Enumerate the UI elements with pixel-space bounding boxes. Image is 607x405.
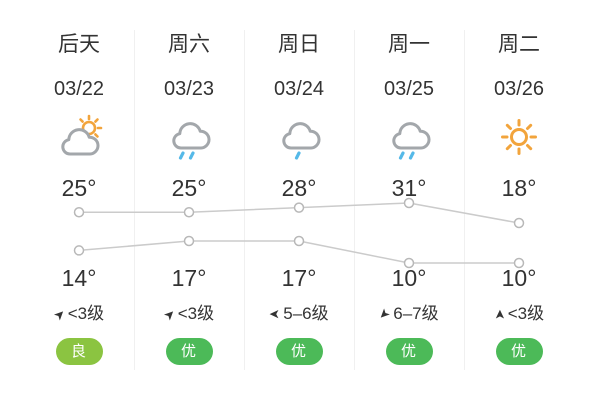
forecast-column-day2[interactable]: 周六 03/23 25° 17° ➤ <3级 优 [134,32,244,365]
sunny-icon [495,113,543,161]
high-temp: 18° [501,175,537,201]
column-divider [464,30,465,370]
wind-info: ➤ 6–7级 [354,302,464,326]
forecast-column-day4[interactable]: 周一 03/25 31° 10° ➤ 6–7级 优 [354,32,464,365]
column-divider [244,30,245,370]
day-label: 后天 [58,33,100,56]
wind-label: <3级 [67,304,105,323]
day-label: 周二 [498,33,540,56]
day-label: 周一 [388,33,430,56]
high-temp: 25° [61,175,97,201]
wind-info: ➤ <3级 [134,302,244,326]
low-temp: 10° [501,265,537,291]
high-temp: 25° [171,175,207,201]
rain-icon [384,112,434,162]
wind-direction-icon: ➤ [160,304,179,324]
wind-label: 6–7级 [393,304,439,323]
date-label: 03/23 [163,78,215,100]
day-label: 周六 [168,33,210,56]
aqi-badge: 良 [55,338,103,365]
wind-info: ➤ 5–6级 [244,302,354,326]
rain-icon [164,112,214,162]
aqi-badge: 优 [165,338,213,365]
aqi-badge: 优 [495,338,543,365]
wind-direction-icon: ➤ [491,308,507,320]
wind-label: <3级 [177,304,215,323]
forecast-column-day1[interactable]: 后天 03/22 25° 14° ➤ <3级 良 [24,32,134,365]
wind-direction-icon: ➤ [50,304,69,324]
day-label: 周日 [278,33,320,56]
wind-direction-icon: ➤ [375,304,394,324]
date-label: 03/22 [53,78,105,100]
low-temp: 10° [391,265,427,291]
aqi-badge: 优 [275,338,323,365]
partly-cloudy-icon [53,114,105,160]
forecast-columns: 后天 03/22 25° 14° ➤ <3级 良 周六 03/23 25° 17… [24,32,574,365]
low-temp: 17° [281,265,317,291]
low-temp: 17° [171,265,207,291]
wind-label: <3级 [507,304,545,323]
high-temp: 28° [281,175,317,201]
aqi-badge: 优 [385,338,433,365]
wind-info: ➤ <3级 [24,302,134,326]
wind-info: ➤ <3级 [464,302,574,326]
column-divider [354,30,355,370]
column-divider [134,30,135,370]
date-label: 03/24 [273,78,325,100]
rain-light-icon [274,112,324,162]
date-label: 03/26 [493,78,545,100]
wind-direction-icon: ➤ [269,306,281,322]
wind-label: 5–6级 [283,304,329,323]
date-label: 03/25 [383,78,435,100]
forecast-column-day5[interactable]: 周二 03/26 18° 10° ➤ <3级 优 [464,32,574,365]
low-temp: 14° [61,265,97,291]
forecast-column-day3[interactable]: 周日 03/24 28° 17° ➤ 5–6级 优 [244,32,354,365]
high-temp: 31° [391,175,427,201]
